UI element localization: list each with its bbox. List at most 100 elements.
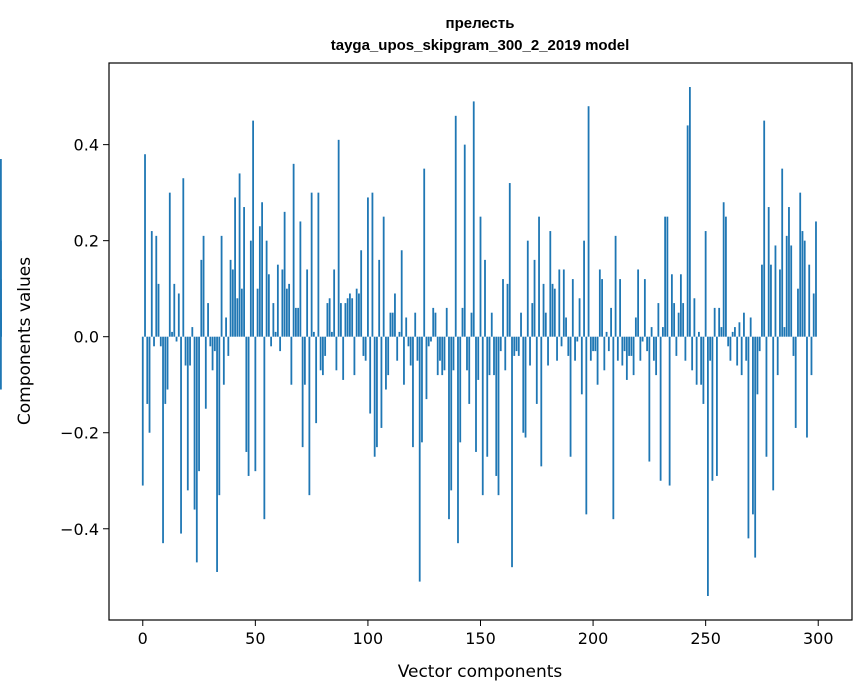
bar-113 (396, 336, 399, 361)
bar-188 (565, 317, 567, 337)
bar-6 (155, 235, 158, 337)
bar-214 (623, 336, 626, 352)
x-axis: 0 50 100 150 200 250 300 (138, 620, 834, 648)
bar-122 (416, 336, 419, 361)
bar-16 (177, 293, 180, 337)
bar-160 (502, 279, 504, 337)
bar-86 (335, 336, 338, 371)
bar-77 (315, 336, 318, 424)
bar-284 (781, 168, 784, 337)
bar-131 (436, 336, 439, 376)
bar-undefined (0, 336, 2, 390)
bar-204 (601, 279, 603, 337)
bar-293 (801, 231, 804, 337)
bar-135 (445, 307, 448, 337)
bar-296 (808, 264, 811, 337)
y-tick-label: 0.2 (74, 232, 99, 251)
x-tick-label: 250 (690, 629, 721, 648)
bar-210 (614, 235, 617, 337)
bar-82 (326, 303, 329, 337)
bar-226 (650, 327, 653, 337)
bar-69 (297, 307, 300, 337)
bar-159 (499, 336, 502, 352)
bar-207 (607, 336, 610, 352)
bar-168 (520, 312, 522, 337)
bar-27 (202, 235, 205, 337)
bar-143 (463, 144, 466, 337)
bar-80 (321, 336, 324, 376)
chart-title: прелесть (446, 15, 515, 32)
bar-81 (324, 336, 327, 356)
bar-237 (675, 336, 678, 356)
bar-153 (486, 336, 489, 457)
bar-206 (605, 331, 608, 337)
bar-248 (700, 336, 703, 385)
bar-99 (364, 336, 367, 361)
bar-281 (774, 245, 777, 337)
bar-45 (243, 207, 245, 337)
bar-148 (475, 336, 477, 452)
bar-174 (533, 259, 536, 337)
bar-68 (294, 307, 297, 337)
bar-95 (355, 288, 358, 337)
bar-225 (648, 336, 651, 462)
bar-227 (652, 336, 655, 361)
bar-146 (470, 312, 473, 337)
bar-96 (358, 293, 360, 337)
bar-67 (292, 163, 295, 337)
bar-163 (508, 183, 511, 337)
bar-64 (285, 288, 288, 337)
bar-255 (716, 336, 718, 476)
bar-144 (466, 336, 468, 371)
bar-10 (164, 336, 167, 404)
y-tick-label: −0.2 (60, 424, 99, 443)
bar-57 (270, 336, 273, 347)
bar-94 (353, 336, 356, 376)
bar-215 (625, 336, 628, 380)
bar-60 (276, 264, 279, 337)
bar-34 (218, 336, 221, 496)
bar-46 (245, 336, 248, 452)
y-tick-label: −0.4 (60, 520, 99, 539)
bar-156 (493, 336, 495, 376)
bar-254 (713, 307, 716, 337)
bar-166 (515, 336, 518, 352)
bar-199 (589, 336, 592, 361)
bar-124 (421, 336, 423, 443)
x-tick-label: 200 (578, 629, 609, 648)
bar-273 (756, 336, 759, 395)
bar-138 (452, 336, 455, 371)
bar-104 (376, 336, 378, 448)
bar-266 (740, 336, 743, 376)
bar-282 (776, 336, 779, 376)
bar-152 (484, 259, 486, 337)
bar-145 (468, 336, 471, 404)
bar-132 (439, 336, 441, 361)
bar-106 (380, 336, 383, 428)
bar-127 (427, 336, 430, 347)
bar-236 (673, 303, 676, 337)
bar-54 (263, 336, 266, 520)
bar-128 (430, 336, 432, 342)
bar-170 (524, 336, 527, 438)
bar-70 (299, 221, 302, 337)
bar-119 (409, 336, 412, 366)
bar-36 (222, 336, 225, 385)
bar-261 (729, 336, 732, 361)
bar-89 (342, 336, 345, 380)
bar-44 (240, 288, 243, 337)
bar-246 (695, 336, 698, 385)
bar-190 (569, 336, 572, 457)
bar-118 (407, 336, 410, 347)
bar-20 (186, 336, 189, 491)
bar-undefined (0, 159, 2, 337)
bar-121 (414, 312, 417, 337)
bar-263 (734, 327, 736, 337)
bar-139 (454, 115, 457, 337)
bar-109 (387, 336, 390, 376)
bar-19 (184, 336, 187, 366)
bar-37 (225, 317, 227, 337)
bar-202 (596, 336, 599, 385)
bar-186 (560, 336, 563, 347)
bar-276 (763, 120, 766, 337)
